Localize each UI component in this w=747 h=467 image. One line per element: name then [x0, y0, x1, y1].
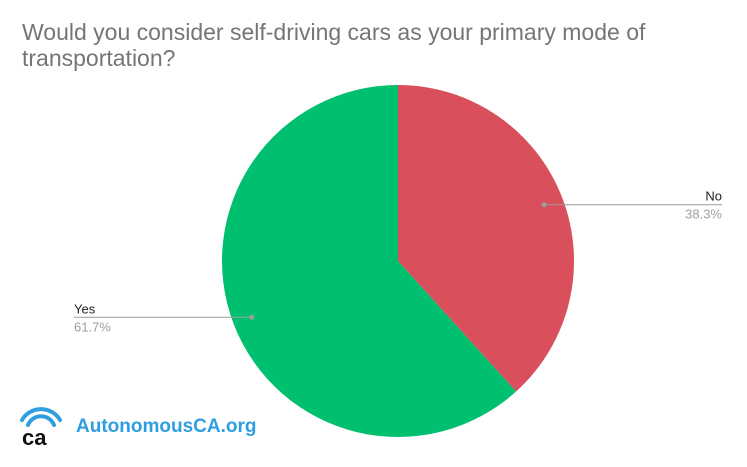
logo-mark-text: ca [22, 425, 47, 448]
chart-title-line-2: transportation? [22, 45, 175, 71]
slice-value-no: 38.3% [685, 207, 722, 222]
chart-title-line-1: Would you consider self-driving cars as … [22, 19, 646, 45]
logo: ca AutonomousCA.org [18, 402, 268, 450]
slice-value-yes: 61.7% [74, 319, 111, 334]
pie-slice-no [398, 85, 574, 392]
slice-label-no: No [705, 189, 722, 204]
logo-text: AutonomousCA.org [76, 416, 257, 437]
slice-label-yes: Yes [74, 301, 96, 316]
pie-slice-yes [222, 85, 517, 437]
wifi-signal-icon: ca [20, 407, 62, 450]
